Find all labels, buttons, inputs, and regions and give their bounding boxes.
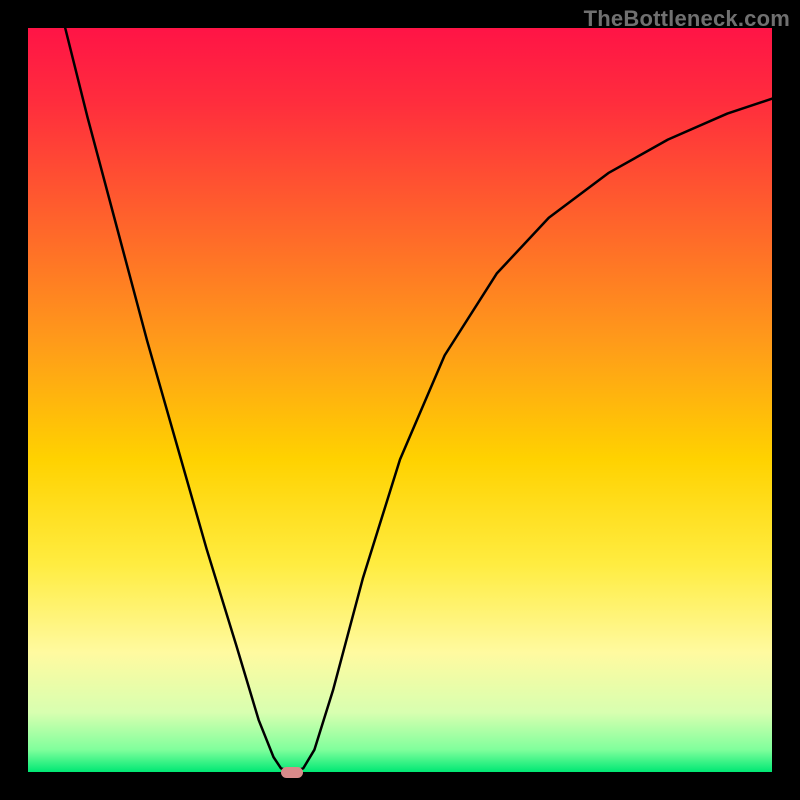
bottleneck-curve — [65, 28, 772, 772]
plot-area — [28, 28, 772, 772]
curve-svg — [28, 28, 772, 772]
watermark-text: TheBottleneck.com — [584, 6, 790, 32]
minimum-marker — [281, 767, 303, 778]
